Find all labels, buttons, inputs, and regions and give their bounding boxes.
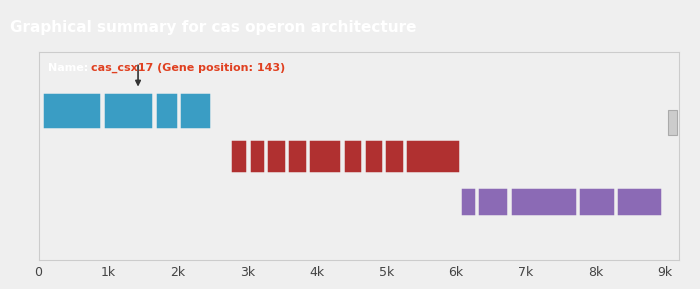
Bar [179,92,211,129]
Bar [248,139,265,173]
Bar [363,139,383,173]
Bar [616,187,662,216]
Bar [155,92,178,129]
Bar [287,139,307,173]
Text: cas_csx17 (Gene position: 143): cas_csx17 (Gene position: 143) [91,63,285,73]
Bar [510,187,577,216]
Bar [266,139,286,173]
Bar [308,139,342,173]
Bar [668,110,677,135]
Bar [477,187,508,216]
Bar [42,92,102,129]
Bar [343,139,362,173]
Bar [460,187,476,216]
Bar [102,92,153,129]
Bar [230,139,247,173]
Text: Graphical summary for cas operon architecture: Graphical summary for cas operon archite… [10,20,417,34]
Bar [384,139,404,173]
Bar [405,139,460,173]
Text: Name:: Name: [48,63,92,73]
Bar [578,187,615,216]
